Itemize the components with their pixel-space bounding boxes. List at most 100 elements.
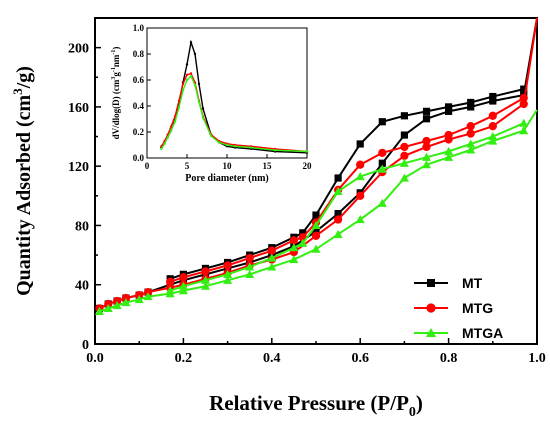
y-tick-label: 160: [68, 101, 89, 116]
data-point: [334, 210, 342, 218]
inset-x-tick-label: 10: [223, 161, 233, 171]
data-point: [399, 173, 409, 182]
inset-x-tick-label: 20: [303, 161, 313, 171]
data-point: [289, 255, 299, 264]
inset-data-point: [305, 150, 309, 153]
data-point: [488, 111, 497, 120]
legend: MT MTG MTGA: [414, 275, 503, 341]
data-point: [178, 286, 188, 295]
data-point: [178, 281, 188, 290]
legend-label: MTG: [462, 300, 493, 316]
inset-data-point: [273, 149, 277, 152]
x-tick-label: 1.0: [528, 351, 546, 366]
inset-data-point: [209, 134, 213, 138]
data-point: [245, 269, 255, 278]
y-tick-label: 120: [68, 160, 89, 175]
data-point: [378, 159, 386, 167]
data-point: [245, 253, 254, 263]
x-tick-label: 0.8: [440, 351, 458, 366]
inset-data-point: [197, 82, 201, 86]
inset-y-label-text: dV/dlog(D) (cm: [111, 79, 121, 139]
data-point: [333, 186, 343, 195]
y-axis-label-sup: 3: [10, 88, 25, 95]
data-point: [298, 238, 308, 247]
data-point: [299, 229, 307, 237]
data-point: [201, 275, 210, 284]
inset-y-axis-label: dV/dlog(D) (cm3g-1nm-1): [111, 47, 121, 140]
inset-data-point: [201, 116, 205, 119]
inset-series-mtga: [160, 74, 309, 153]
y-tick-label: 0: [82, 338, 89, 353]
data-point: [311, 244, 321, 253]
inset-y-label-sup3: -1: [111, 50, 117, 55]
data-point: [400, 112, 408, 120]
inset-data-point: [201, 107, 205, 110]
inset-data-point: [177, 99, 181, 103]
data-point: [267, 262, 277, 271]
data-point: [422, 115, 431, 123]
legend-label: MT: [462, 275, 483, 291]
inset-data-point: [189, 74, 193, 78]
inset-data-point: [189, 41, 193, 44]
data-point: [467, 103, 475, 111]
data-point: [399, 158, 409, 167]
series-mt-desorption-line: [169, 88, 524, 280]
data-point: [223, 269, 233, 278]
inset-data-point: [169, 125, 173, 128]
data-point: [223, 275, 233, 284]
inset-data-point: [217, 141, 221, 144]
x-axis-label-end: ): [416, 391, 423, 415]
data-point: [356, 191, 365, 200]
inset-y-label-sup2: -1: [111, 67, 117, 72]
data-point: [356, 140, 364, 148]
data-point: [467, 98, 475, 107]
inset-data-point: [233, 145, 237, 148]
y-axis-label: Quantity Adsorbed (cm3/g): [10, 66, 35, 296]
y-axis-label-text: Quantity Adsorbed (cm: [13, 94, 35, 295]
legend-marker: [427, 279, 435, 287]
inset-y-label-mid: g: [111, 72, 121, 77]
inset-ticks: 0 5 10 15 20 0.0 0.2 0.4 0.6 0.8 1.0: [133, 23, 312, 171]
data-point: [400, 142, 409, 152]
inset-data-point: [225, 143, 229, 147]
data-point: [466, 129, 475, 138]
data-point: [334, 174, 342, 182]
inset-data-point: [189, 72, 193, 75]
data-point: [103, 303, 113, 313]
data-point: [245, 262, 255, 271]
data-point: [134, 295, 144, 304]
data-point: [444, 152, 454, 161]
data-point: [223, 261, 232, 270]
data-point: [289, 243, 299, 252]
data-point: [377, 164, 387, 173]
data-point: [143, 292, 153, 301]
data-point: [201, 267, 210, 276]
data-point: [94, 306, 104, 315]
data-point: [312, 227, 320, 235]
data-point: [422, 142, 431, 152]
inset-data-point: [177, 106, 181, 109]
x-tick-label: 0.4: [263, 351, 281, 366]
data-point: [520, 85, 528, 93]
data-point: [489, 92, 497, 101]
inset-data-point: [249, 146, 253, 149]
data-point: [355, 172, 365, 181]
data-point: [267, 246, 276, 255]
data-point: [112, 300, 122, 310]
data-point: [311, 231, 321, 240]
inset-y-tick-label: 0.4: [133, 101, 145, 111]
data-point: [201, 281, 210, 290]
data-point: [422, 136, 431, 146]
data-point: [488, 122, 497, 131]
data-point: [444, 146, 454, 155]
data-point: [519, 126, 529, 135]
legend-marker: [426, 303, 436, 313]
x-tick-label: 0.6: [351, 351, 369, 366]
data-point: [466, 139, 476, 148]
inset-data-point: [166, 136, 169, 139]
data-point: [311, 220, 321, 230]
data-point: [489, 97, 497, 105]
data-point: [333, 215, 343, 224]
